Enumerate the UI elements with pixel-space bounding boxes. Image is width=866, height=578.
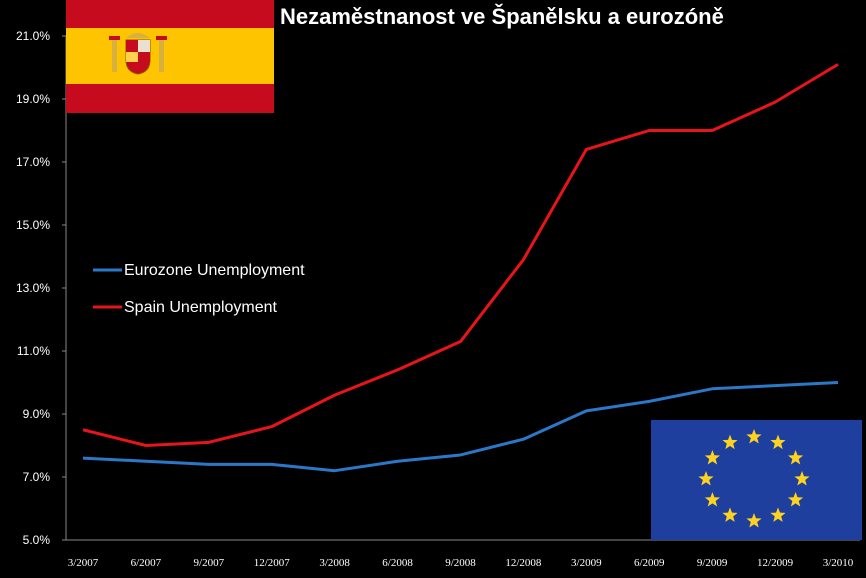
star-icon — [698, 471, 714, 486]
star-icon — [746, 429, 762, 444]
x-tick-label: 12/2007 — [254, 557, 291, 569]
x-tick-label: 12/2009 — [757, 557, 794, 569]
star-icon — [704, 492, 721, 507]
legend-eurozone-label: Eurozone Unemployment — [124, 262, 305, 279]
y-tick-label: 17.0% — [16, 155, 50, 169]
x-tick-label: 6/2008 — [382, 557, 413, 569]
star-icon — [722, 434, 738, 450]
title-background — [276, 0, 866, 36]
y-tick-label: 19.0% — [16, 92, 50, 106]
x-tick-label: 6/2007 — [131, 557, 162, 569]
x-tick-label: 9/2007 — [194, 557, 225, 569]
y-tick-label: 21.0% — [16, 29, 50, 43]
x-tick-label: 3/2007 — [68, 557, 99, 569]
eu-flag-icon — [651, 420, 862, 540]
legend: Eurozone Unemployment Spain Unemployment — [93, 262, 305, 316]
star-icon — [787, 450, 804, 465]
x-tick-label: 9/2008 — [445, 557, 476, 569]
y-tick-label: 7.0% — [23, 470, 51, 484]
star-icon — [746, 513, 762, 528]
x-tick-label: 9/2009 — [697, 557, 728, 569]
x-tick-label: 3/2009 — [571, 557, 602, 569]
x-tick-label: 12/2008 — [505, 557, 542, 569]
coat-of-arms-icon — [109, 33, 167, 75]
chart-title: Nezaměstnanost ve Španělsku a eurozóně — [280, 4, 724, 29]
star-icon — [794, 471, 810, 486]
y-tick-label: 15.0% — [16, 218, 50, 232]
spain-flag-icon — [66, 0, 274, 113]
y-tick-labels: 5.0% 7.0% 9.0% 11.0% 13.0% 15.0% 17.0% 19.0% 21.… — [16, 29, 66, 547]
star-icon — [770, 507, 786, 522]
x-tick-labels: 3/2007 6/2007 9/2007 12/2007 3/2008 6/2008 9/2… — [68, 557, 854, 569]
star-icon — [787, 492, 804, 507]
x-tick-label: 3/2008 — [319, 557, 350, 569]
y-tick-label: 13.0% — [16, 281, 50, 295]
y-tick-label: 9.0% — [23, 407, 51, 421]
y-tick-label: 11.0% — [17, 344, 50, 358]
star-icon — [722, 507, 738, 522]
legend-spain-label: Spain Unemployment — [124, 299, 278, 316]
y-tick-label: 5.0% — [23, 533, 51, 547]
x-tick-label: 6/2009 — [634, 557, 665, 569]
x-tick-label: 3/2010 — [823, 557, 854, 569]
series-lines — [82, 63, 839, 473]
star-icon — [704, 450, 721, 465]
star-icon — [770, 434, 786, 450]
